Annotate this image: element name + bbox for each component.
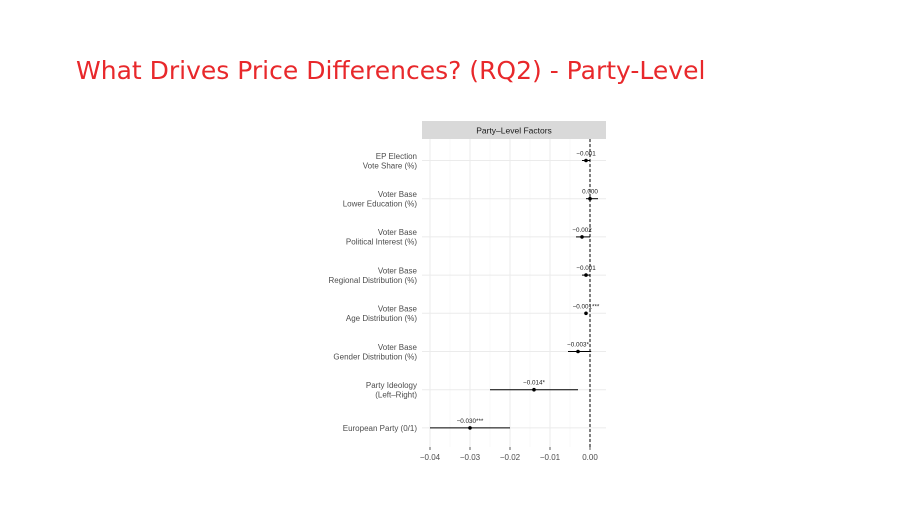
term-label: Party Ideology [366,381,417,390]
coefficient-marks: −0.001 0.000 −0.002 −0.001 −0.001*** −0.003* −… [430,151,600,430]
term-label: Political Interest (%) [346,238,417,247]
point-estimate [532,387,536,392]
x-tick-label: −0.03 [460,453,481,462]
term-label: European Party (0/1) [343,424,418,433]
x-tick-label: −0.02 [500,453,521,462]
term-label: Lower Education (%) [343,199,418,208]
estimate-label: −0.030*** [457,418,484,425]
term-label: Voter Base [378,266,418,275]
term-label: Voter Base [378,190,418,199]
term-label: Age Distribution (%) [346,314,417,323]
x-tick-label: 0.00 [582,453,598,462]
slide-title: What Drives Price Differences? (RQ2) - P… [76,56,706,85]
term-label: Gender Distribution (%) [333,352,417,361]
x-axis-ticks: −0.04 −0.03 −0.02 −0.01 0.00 [420,447,598,462]
term-label: Voter Base [378,228,418,237]
point-estimate [588,196,592,201]
panel-strip [422,121,606,139]
estimate-label: −0.002 [572,227,592,234]
term-label: Voter Base [378,343,418,352]
point-estimate [468,426,472,430]
term-label: Voter Base [378,305,418,314]
term-label: EP Election [376,152,417,161]
estimate-label: −0.003* [567,342,589,349]
x-tick-label: −0.01 [540,453,561,462]
point-estimate [584,311,588,316]
point-estimate [576,349,580,354]
point-estimate [584,158,588,163]
estimate-label: −0.001 [576,151,596,158]
estimate-label: 0.000 [582,189,598,196]
panel-title: Party–Level Factors [476,126,552,136]
x-tick-label: −0.04 [420,453,441,462]
point-estimate [580,235,584,239]
term-label: Regional Distribution (%) [329,276,418,285]
estimate-label: −0.001 [576,265,596,272]
term-label: (Left–Right) [375,390,417,399]
estimate-label: −0.001*** [573,303,600,310]
plot-panel [422,139,606,447]
point-estimate [584,273,588,277]
term-label: Vote Share (%) [363,161,418,170]
estimate-label: −0.014* [523,380,545,387]
